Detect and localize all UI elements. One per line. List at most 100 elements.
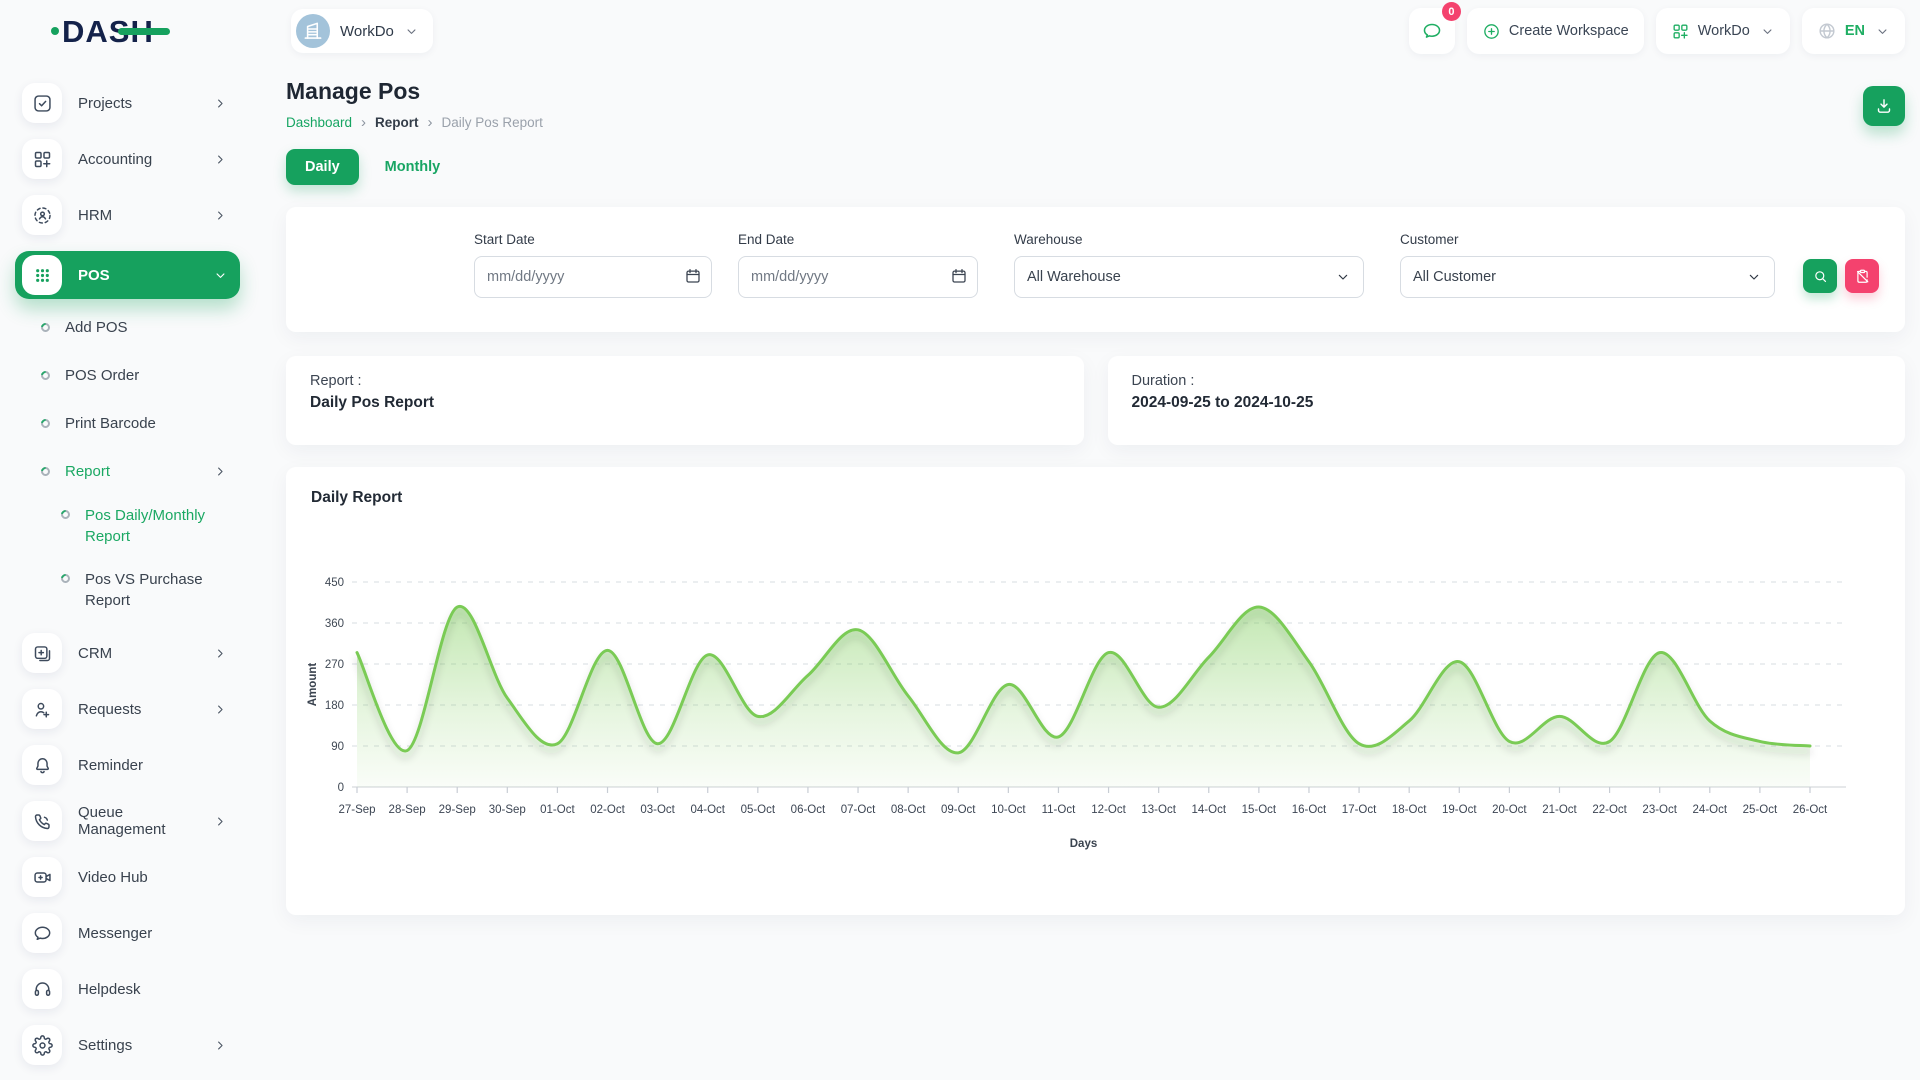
x-axis-tick-label: 19-Oct <box>1442 804 1477 816</box>
y-axis-tick-label: 0 <box>338 782 344 794</box>
sidebar-nav: Projects Accounting HRM POS Add POS POS Order… <box>0 64 256 1065</box>
start-date-input[interactable] <box>474 256 712 298</box>
reset-button[interactable] <box>1845 259 1879 293</box>
chevron-right-icon <box>213 702 228 717</box>
x-axis-tick-label: 20-Oct <box>1492 804 1527 816</box>
breadcrumb: Dashboard › Report › Daily Pos Report <box>286 114 543 131</box>
chevron-right-icon <box>213 1038 228 1053</box>
y-axis-tick-label: 90 <box>331 741 344 753</box>
x-axis-tick-label: 22-Oct <box>1592 804 1627 816</box>
x-axis-tick-label: 12-Oct <box>1091 804 1126 816</box>
chevron-right-icon <box>213 814 228 829</box>
building-icon <box>296 14 330 48</box>
sidebar: DASH Projects Accounting HRM POS Add POS POS … <box>0 0 256 1080</box>
logo-accent-bar <box>117 28 170 35</box>
y-axis-tick-label: 180 <box>325 700 344 712</box>
breadcrumb-report[interactable]: Report <box>375 115 419 130</box>
sidebar-item-crm[interactable]: CRM <box>15 633 240 673</box>
sidebar-item-helpdesk[interactable]: Helpdesk <box>15 969 240 1009</box>
warehouse-select[interactable]: All Warehouse <box>1014 256 1364 298</box>
x-axis-tick-label: 24-Oct <box>1693 804 1728 816</box>
end-date-label: End Date <box>738 232 795 247</box>
app-logo[interactable]: DASH <box>51 14 170 50</box>
sidebar-item-reminder[interactable]: Reminder <box>15 745 240 785</box>
x-axis-tick-label: 13-Oct <box>1141 804 1176 816</box>
search-button[interactable] <box>1803 259 1837 293</box>
start-date-label: Start Date <box>474 232 535 247</box>
sidebar-subitem-add-pos[interactable]: Add POS <box>15 313 240 341</box>
sidebar-item-hrm[interactable]: HRM <box>15 195 240 235</box>
x-axis-tick-label: 11-Oct <box>1042 804 1076 816</box>
video-camera-icon <box>22 857 62 897</box>
clipboard-off-icon <box>1854 268 1871 285</box>
customer-select[interactable]: All Customer <box>1400 256 1775 298</box>
tab-monthly[interactable]: Monthly <box>384 159 441 175</box>
report-label: Report : <box>310 373 362 389</box>
bullet-icon <box>59 572 72 585</box>
sidebar-subitem-report[interactable]: Report <box>15 457 240 485</box>
x-axis-tick-label: 08-Oct <box>891 804 926 816</box>
workspace-name: WorkDo <box>340 22 394 40</box>
duration-value: 2024-09-25 to 2024-10-25 <box>1131 394 1314 411</box>
dots-grid-icon <box>22 255 62 295</box>
sidebar-subsubitem-pos-daily-monthly-report[interactable]: Pos Daily/Monthly Report <box>15 505 240 547</box>
x-axis-tick-label: 17-Oct <box>1342 804 1377 816</box>
sidebar-item-projects[interactable]: Projects <box>15 83 240 123</box>
sidebar-item-messenger[interactable]: Messenger <box>15 913 240 953</box>
messages-button[interactable]: 0 <box>1408 2 1461 54</box>
x-axis-tick-label: 28-Sep <box>389 804 426 816</box>
breadcrumb-separator: › <box>427 114 433 131</box>
workspace-selector[interactable]: WorkDo <box>291 9 433 53</box>
chevron-right-icon <box>213 208 228 223</box>
sidebar-item-queue-management[interactable]: Queue Management <box>15 801 240 841</box>
customer-label: Customer <box>1400 232 1459 247</box>
sidebar-subitem-print-barcode[interactable]: Print Barcode <box>15 409 240 437</box>
sidebar-subitem-pos-order[interactable]: POS Order <box>15 361 240 389</box>
bullet-icon <box>39 320 52 334</box>
y-axis-title: Amount <box>307 663 319 707</box>
x-axis-tick-label: 05-Oct <box>741 804 776 816</box>
x-axis-tick-label: 18-Oct <box>1392 804 1427 816</box>
x-axis-tick-label: 10-Oct <box>991 804 1026 816</box>
sidebar-subsubitem-pos-vs-purchase-report[interactable]: Pos VS Purchase Report <box>15 569 240 611</box>
x-axis-tick-label: 06-Oct <box>791 804 826 816</box>
download-button[interactable] <box>1863 86 1905 126</box>
x-axis-tick-label: 01-Oct <box>540 804 575 816</box>
bullet-icon <box>39 416 52 430</box>
check-square-icon <box>22 83 62 123</box>
x-axis-tick-label: 25-Oct <box>1743 804 1778 816</box>
create-workspace-button[interactable]: Create Workspace <box>1466 8 1644 54</box>
y-axis-tick-label: 360 <box>325 618 344 630</box>
sidebar-item-settings[interactable]: Settings <box>15 1025 240 1065</box>
bell-icon <box>22 745 62 785</box>
sidebar-item-accounting[interactable]: Accounting <box>15 139 240 179</box>
sidebar-item-video-hub[interactable]: Video Hub <box>15 857 240 897</box>
x-axis-tick-label: 21-Oct <box>1542 804 1577 816</box>
language-selector[interactable]: EN <box>1801 8 1905 54</box>
warehouse-value: All Warehouse <box>1027 269 1121 285</box>
chart-line <box>355 605 1812 755</box>
breadcrumb-separator: › <box>361 114 367 131</box>
end-date-input[interactable] <box>738 256 978 298</box>
x-axis-tick-label: 26-Oct <box>1793 804 1828 816</box>
person-scan-icon <box>22 195 62 235</box>
gear-icon <box>22 1025 62 1065</box>
topbar: WorkDo 0 Create Workspace WorkDo EN <box>286 0 1905 62</box>
plus-circle-icon <box>1482 22 1501 41</box>
bullet-icon <box>39 464 52 478</box>
language-code: EN <box>1844 23 1865 39</box>
download-icon <box>1874 96 1894 116</box>
sidebar-item-requests[interactable]: Requests <box>15 689 240 729</box>
chevron-right-icon <box>213 96 228 111</box>
sidebar-item-pos[interactable]: POS <box>15 251 240 299</box>
daily-report-chart: 0 90 180 270 360 450 27-Sep 28-Sep 29-Sep 30-Sep 0… <box>307 577 1846 850</box>
chevron-down-icon <box>1760 24 1775 39</box>
x-axis-tick-label: 07-Oct <box>841 804 876 816</box>
tab-daily[interactable]: Daily <box>286 149 359 185</box>
workdo-menu-button[interactable]: WorkDo <box>1655 8 1790 54</box>
messages-badge: 0 <box>1441 2 1461 21</box>
breadcrumb-dashboard[interactable]: Dashboard <box>286 115 353 130</box>
chevron-down-icon <box>1335 269 1351 285</box>
y-axis-tick-label: 450 <box>325 577 344 589</box>
daily-report-card: Daily Report 0 90 180 270 360 450 27-Sep 28-Sep… <box>286 467 1905 915</box>
